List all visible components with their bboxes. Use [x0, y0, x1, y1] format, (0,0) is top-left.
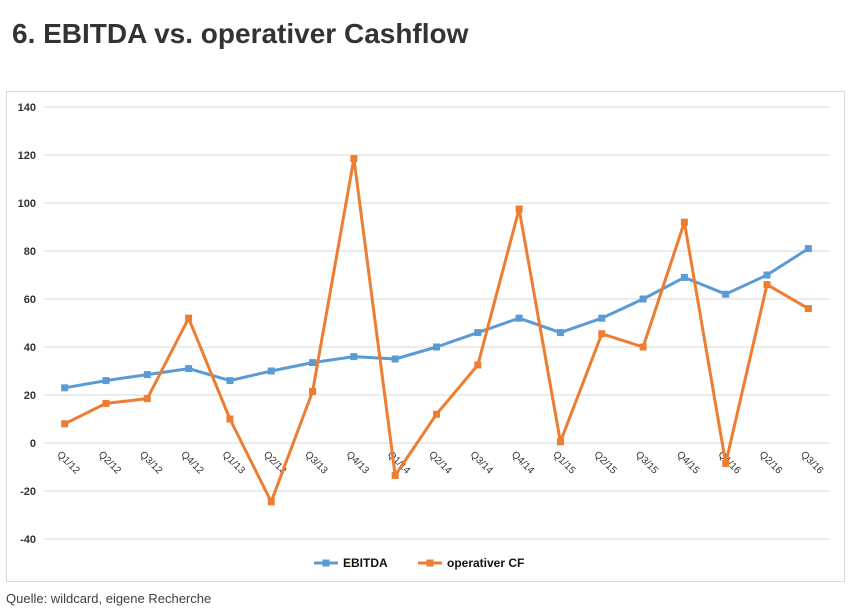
- operativer-cf-point: [722, 459, 730, 467]
- operativer-cf-point: [598, 330, 606, 338]
- operativer-cf-point: [309, 387, 317, 395]
- ebitda-point: [102, 377, 110, 385]
- y-tick-label: 40: [24, 342, 36, 354]
- operativer-cf-point: [763, 281, 771, 289]
- x-tick-label: Q3/15: [633, 449, 660, 476]
- x-tick-label: Q2/12: [96, 449, 123, 476]
- operativer-cf-point: [143, 395, 151, 403]
- operativer-cf-point: [680, 218, 688, 226]
- ebitda-point: [598, 314, 606, 322]
- ebitda-point: [722, 290, 730, 298]
- x-tick-label: Q4/15: [674, 449, 701, 476]
- ebitda-point: [433, 343, 440, 351]
- ebitda-point: [226, 377, 234, 385]
- page-title: 6. EBITDA vs. operativer Cashflow: [12, 18, 469, 49]
- chart-frame: -40 -20 0 20 40 60 80 100 120 140 Q1/12 Q2/12 Q3/12 Q…: [6, 91, 845, 582]
- operativer-cf-point: [61, 420, 69, 428]
- x-tick-label: Q3/14: [468, 449, 495, 476]
- operativer-cf-point: [350, 155, 358, 163]
- x-tick-label: Q1/15: [550, 449, 577, 476]
- y-tick-label: -20: [20, 486, 36, 498]
- operativer-cf-point: [226, 415, 234, 423]
- ebitda-point: [763, 271, 771, 279]
- x-tick-label: Q2/15: [592, 449, 619, 476]
- operativer-cf-point: [515, 205, 523, 213]
- legend-ebitda-marker: [322, 559, 330, 567]
- x-tick-label: Q1/13: [220, 449, 247, 476]
- ebitda-point: [474, 329, 482, 337]
- operativer-cf-point: [556, 438, 564, 446]
- ebitda-point: [350, 353, 358, 361]
- x-tick-label: Q4/13: [344, 449, 371, 476]
- x-tick-label: Q3/16: [798, 449, 825, 476]
- source-note: Quelle: wildcard, eigene Recherche: [6, 591, 212, 606]
- legend-operativer-cf-marker: [426, 559, 434, 567]
- ebitda-point: [639, 295, 647, 303]
- ebitda-point: [267, 367, 275, 375]
- x-tick-label: Q4/14: [509, 449, 536, 476]
- y-tick-label: 100: [18, 198, 36, 210]
- ebitda-point: [61, 384, 69, 392]
- line-chart: -40 -20 0 20 40 60 80 100 120 140 Q1/12 Q2/12 Q3/12 Q…: [18, 102, 829, 570]
- x-tick-label: Q1/12: [55, 449, 82, 476]
- operativer-cf-point: [433, 410, 440, 418]
- x-tick-label: Q4/12: [178, 449, 205, 476]
- ebitda-point: [556, 329, 564, 337]
- ebitda-point: [309, 359, 317, 367]
- x-tick-label: Q3/12: [137, 449, 164, 476]
- ebitda-point: [185, 365, 193, 373]
- x-tick-label: Q3/13: [302, 449, 329, 476]
- legend-operativer-cf-label: operativer CF: [447, 556, 524, 570]
- legend-ebitda-label: EBITDA: [343, 556, 388, 570]
- operativer-cf-point: [391, 471, 399, 479]
- ebitda-point: [515, 314, 523, 322]
- operativer-cf-point: [102, 399, 110, 407]
- y-tick-label: -40: [20, 534, 36, 546]
- y-tick-label: 80: [24, 246, 36, 258]
- operativer-cf-point: [185, 314, 193, 322]
- x-tick-label: Q2/14: [426, 449, 453, 476]
- ebitda-point: [804, 245, 812, 253]
- y-tick-label: 140: [18, 102, 36, 114]
- operativer-cf-point: [267, 498, 275, 506]
- operativer-cf-point: [639, 343, 647, 351]
- y-tick-label: 120: [18, 150, 36, 162]
- ebitda-point: [143, 371, 151, 379]
- y-tick-label: 20: [24, 390, 36, 402]
- x-tick-label: Q2/16: [757, 449, 784, 476]
- ebitda-point: [391, 355, 399, 363]
- ebitda-point: [680, 273, 688, 281]
- y-tick-label: 0: [30, 438, 36, 450]
- ebitda-line: [64, 247, 810, 390]
- operativer-cf-point: [804, 305, 812, 313]
- y-tick-label: 60: [24, 294, 36, 306]
- operativer-cf-point: [474, 361, 482, 369]
